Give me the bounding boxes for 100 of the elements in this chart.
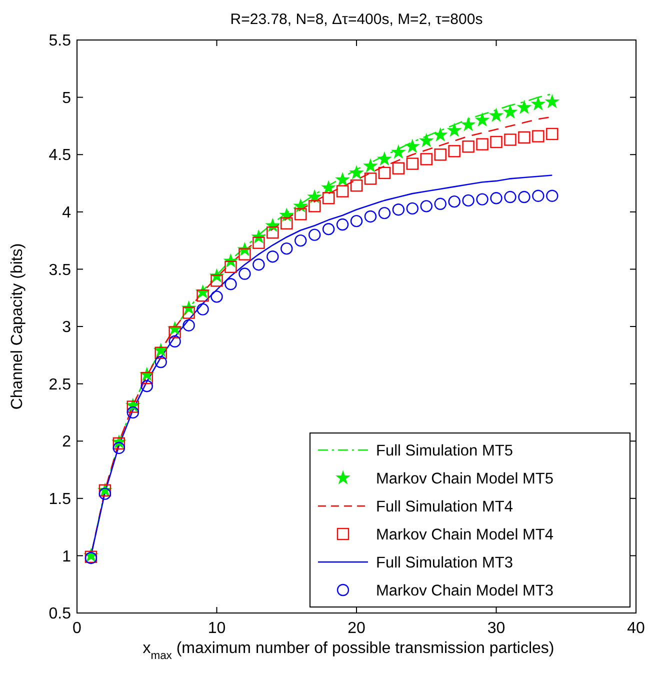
- point: [168, 335, 181, 348]
- point: [532, 130, 544, 142]
- point: [434, 128, 447, 141]
- y-tick-label: 1: [62, 548, 72, 566]
- point: [294, 234, 307, 247]
- y-tick-label: 5: [62, 90, 72, 107]
- point: [154, 346, 167, 359]
- legend-label: Markov Chain Model MT5: [376, 470, 554, 488]
- point: [406, 140, 419, 152]
- y-tick-label: 5.5: [48, 32, 72, 50]
- point: [462, 118, 475, 130]
- legend-label: Markov Chain Model MT4: [376, 526, 554, 544]
- point: [210, 274, 223, 287]
- legend-label: Full Simulation MT5: [376, 442, 513, 460]
- x-tick-label: 20: [348, 620, 366, 637]
- point: [350, 179, 363, 192]
- point: [462, 194, 474, 207]
- point: [392, 204, 405, 216]
- point: [434, 198, 446, 210]
- point: [350, 214, 363, 228]
- point: [224, 260, 237, 274]
- point: [252, 236, 265, 249]
- point: [546, 190, 558, 202]
- point: [392, 145, 405, 158]
- point: [336, 185, 349, 198]
- point: [308, 200, 321, 212]
- point: [532, 97, 545, 110]
- chart-title: R=23.78, N=8, Δτ=400s, M=2, τ=800s: [230, 11, 483, 28]
- point: [462, 140, 474, 153]
- point: [336, 218, 349, 231]
- x-tick-label: 0: [72, 620, 82, 637]
- x-tick-label: 30: [487, 620, 506, 637]
- point: [322, 222, 335, 236]
- point: [504, 134, 516, 146]
- point: [280, 217, 293, 230]
- point: [532, 190, 544, 202]
- point: [476, 138, 488, 150]
- y-tick-label: 2: [62, 434, 72, 451]
- point: [336, 172, 350, 186]
- point: [266, 226, 279, 239]
- x-tick-label: 10: [208, 620, 226, 637]
- point: [196, 303, 209, 316]
- point: [238, 248, 251, 260]
- point: [182, 306, 195, 319]
- point: [364, 210, 377, 223]
- point: [112, 442, 126, 454]
- y-axis-title: Channel Capacity (bits): [9, 243, 26, 410]
- point: [126, 406, 139, 419]
- point: [504, 105, 517, 118]
- y-tick-label: 2.5: [48, 376, 72, 394]
- point: [154, 344, 168, 356]
- point: [322, 181, 336, 194]
- point: [490, 136, 502, 148]
- point: [364, 172, 377, 185]
- legend-label: Full Simulation MT3: [376, 554, 513, 572]
- x-tick-label: 40: [627, 620, 645, 637]
- y-tick-label: 4: [62, 204, 72, 222]
- point: [378, 166, 391, 180]
- point: [140, 372, 153, 384]
- point: [546, 95, 559, 108]
- point: [168, 326, 181, 338]
- point: [476, 113, 489, 126]
- point: [154, 356, 167, 368]
- point: [518, 190, 530, 204]
- legend-label: Markov Chain Model MT3: [376, 582, 554, 600]
- point: [308, 228, 321, 241]
- point: [140, 380, 153, 392]
- point: [350, 166, 364, 179]
- point: [420, 200, 432, 212]
- point: [294, 208, 307, 220]
- point: [280, 242, 293, 255]
- point: [518, 131, 530, 144]
- point: [490, 108, 503, 122]
- point: [406, 202, 418, 215]
- point: [448, 124, 461, 136]
- point: [224, 278, 237, 290]
- point: [434, 148, 446, 161]
- point: [420, 134, 433, 146]
- y-tick-label: 3: [62, 319, 72, 336]
- y-tick-label: 0.5: [48, 606, 72, 623]
- point: [448, 145, 460, 158]
- point: [238, 268, 251, 280]
- y-tick-label: 4.5: [48, 147, 72, 164]
- y-tick-label: 3.5: [48, 262, 72, 279]
- point: [322, 192, 335, 204]
- point: [518, 100, 531, 114]
- point: [308, 190, 322, 203]
- point: [406, 158, 418, 170]
- point: [420, 153, 432, 166]
- legend-label: Full Simulation MT4: [376, 498, 514, 516]
- point: [392, 162, 405, 174]
- point: [364, 159, 377, 172]
- y-tick-label: 1.5: [48, 491, 72, 508]
- point: [448, 195, 460, 208]
- point: [210, 290, 223, 303]
- point: [252, 258, 265, 271]
- x-axis-title: x$_{max}$ (maximum number of possible transmission particles): [142, 640, 554, 662]
- point: [546, 128, 558, 140]
- point: [378, 152, 391, 165]
- point: [196, 289, 209, 302]
